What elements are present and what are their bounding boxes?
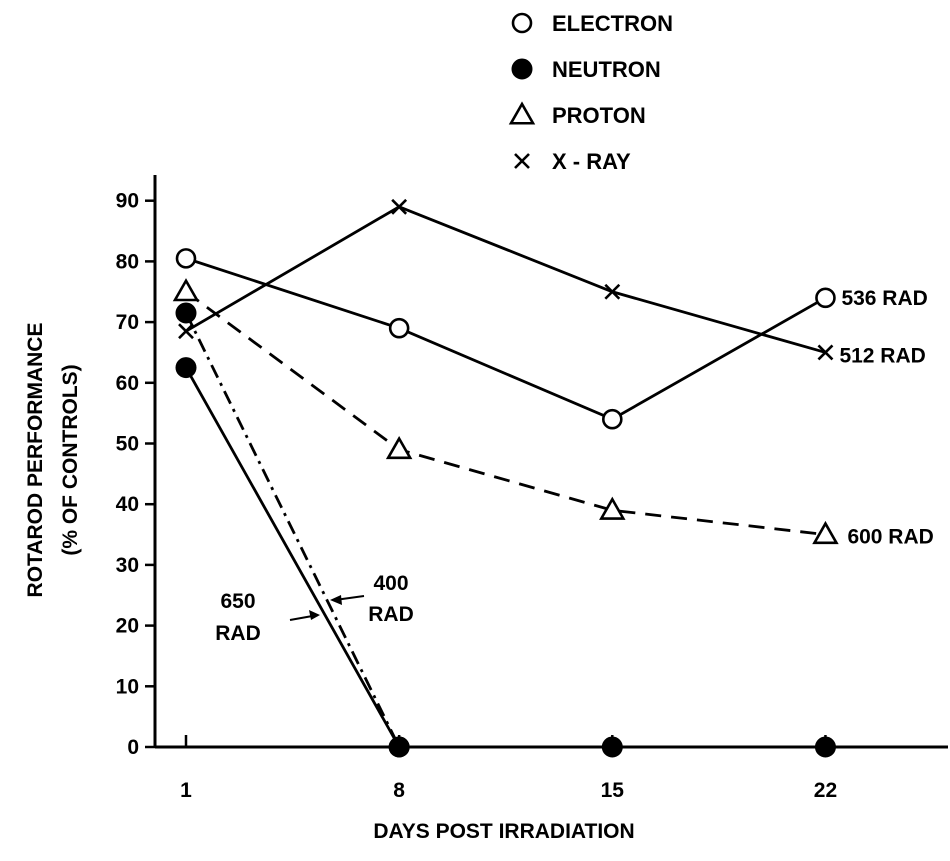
point-neutron-650-rad-day-1 bbox=[175, 357, 197, 379]
point-neutron-650-rad-day-22 bbox=[814, 736, 836, 758]
series-line-x-ray-512-rad bbox=[185, 205, 826, 354]
x-tick-label-22: 22 bbox=[814, 779, 837, 802]
point-x-ray-512-rad-day-1 bbox=[178, 323, 194, 340]
annotation-400-number: 400 bbox=[373, 572, 408, 595]
point-proton-600-rad-day-1 bbox=[172, 278, 200, 302]
x-axis-title: DAYS POST IRRADIATION bbox=[373, 820, 634, 843]
point-electron-536-rad-day-15 bbox=[601, 408, 623, 430]
legend-marker-electron bbox=[511, 12, 533, 34]
x-tick-label-15: 15 bbox=[601, 779, 625, 802]
y-tick-label-90: 90 bbox=[116, 190, 139, 213]
point-proton-600-rad-day-15 bbox=[599, 496, 626, 520]
point-proton-600-rad-day-22 bbox=[812, 520, 839, 545]
legend-marker-neutron bbox=[511, 58, 533, 80]
point-electron-536-rad-day-22 bbox=[815, 287, 836, 309]
point-proton-600-rad-day-8 bbox=[385, 435, 413, 460]
axes: 0 10 20 30 40 50 60 70 80 90 1 8 15 22 bbox=[116, 175, 948, 802]
y-tick-label-80: 80 bbox=[116, 250, 139, 273]
legend: ELECTRON NEUTRON PROTON X - RAY bbox=[508, 11, 673, 174]
y-tick-label-60: 60 bbox=[116, 372, 139, 395]
annotation-650-unit: RAD bbox=[215, 622, 261, 645]
point-x-ray-512-rad-day-15 bbox=[604, 283, 621, 300]
point-x-ray-512-rad-day-22 bbox=[817, 344, 834, 361]
series-line-proton-600-rad bbox=[185, 290, 826, 536]
x-tick-label-8: 8 bbox=[393, 779, 405, 802]
end-label-600-rad: 600 RAD bbox=[847, 526, 933, 549]
series-line-neutron-650-rad bbox=[184, 366, 826, 749]
point-neutron-400-rad-day-1 bbox=[175, 302, 197, 324]
point-neutron-650-rad-day-15 bbox=[601, 736, 623, 758]
point-electron-536-rad-day-1 bbox=[175, 248, 197, 269]
annotation-400-arrow-head bbox=[330, 595, 342, 605]
end-label-512-rad: 512 RAD bbox=[839, 344, 925, 367]
y-tick-label-70: 70 bbox=[116, 311, 139, 334]
series-layer bbox=[172, 198, 839, 758]
y-tick-label-40: 40 bbox=[116, 493, 139, 516]
y-tick-label-50: 50 bbox=[116, 433, 139, 456]
annotations: 650 RAD 400 RAD bbox=[215, 572, 414, 645]
series-line-electron-536-rad bbox=[185, 257, 827, 421]
annotation-650-arrow-head bbox=[309, 610, 320, 620]
annotation-400-unit: RAD bbox=[368, 603, 414, 626]
legend-label-neutron: NEUTRON bbox=[552, 57, 661, 82]
y-tick-label-10: 10 bbox=[116, 675, 139, 698]
y-axis-title-line-2: (% OF CONTROLS) bbox=[59, 364, 82, 555]
annotation-650-number: 650 bbox=[220, 590, 255, 613]
y-tick-label-20: 20 bbox=[116, 615, 139, 638]
y-tick-label-30: 30 bbox=[116, 554, 139, 577]
legend-marker-proton bbox=[508, 101, 536, 125]
legend-label-electron: ELECTRON bbox=[552, 11, 673, 36]
series-line-neutron-400-rad bbox=[184, 312, 401, 748]
point-x-ray-512-rad-day-8 bbox=[391, 198, 408, 215]
x-tick-label-1: 1 bbox=[180, 779, 192, 802]
legend-marker-x-ray bbox=[514, 153, 530, 169]
end-label-536-rad: 536 RAD bbox=[841, 287, 927, 310]
end-labels: 536 RAD 512 RAD 600 RAD bbox=[839, 287, 933, 549]
legend-label-proton: PROTON bbox=[552, 103, 646, 128]
point-electron-536-rad-day-8 bbox=[388, 317, 410, 339]
legend-label-x-ray: X - RAY bbox=[552, 149, 631, 174]
y-axis-title-line-1: ROTAROD PERFORMANCE bbox=[24, 323, 47, 598]
point-neutron-400-rad-day-8 bbox=[388, 736, 410, 758]
y-tick-label-0: 0 bbox=[127, 736, 139, 759]
